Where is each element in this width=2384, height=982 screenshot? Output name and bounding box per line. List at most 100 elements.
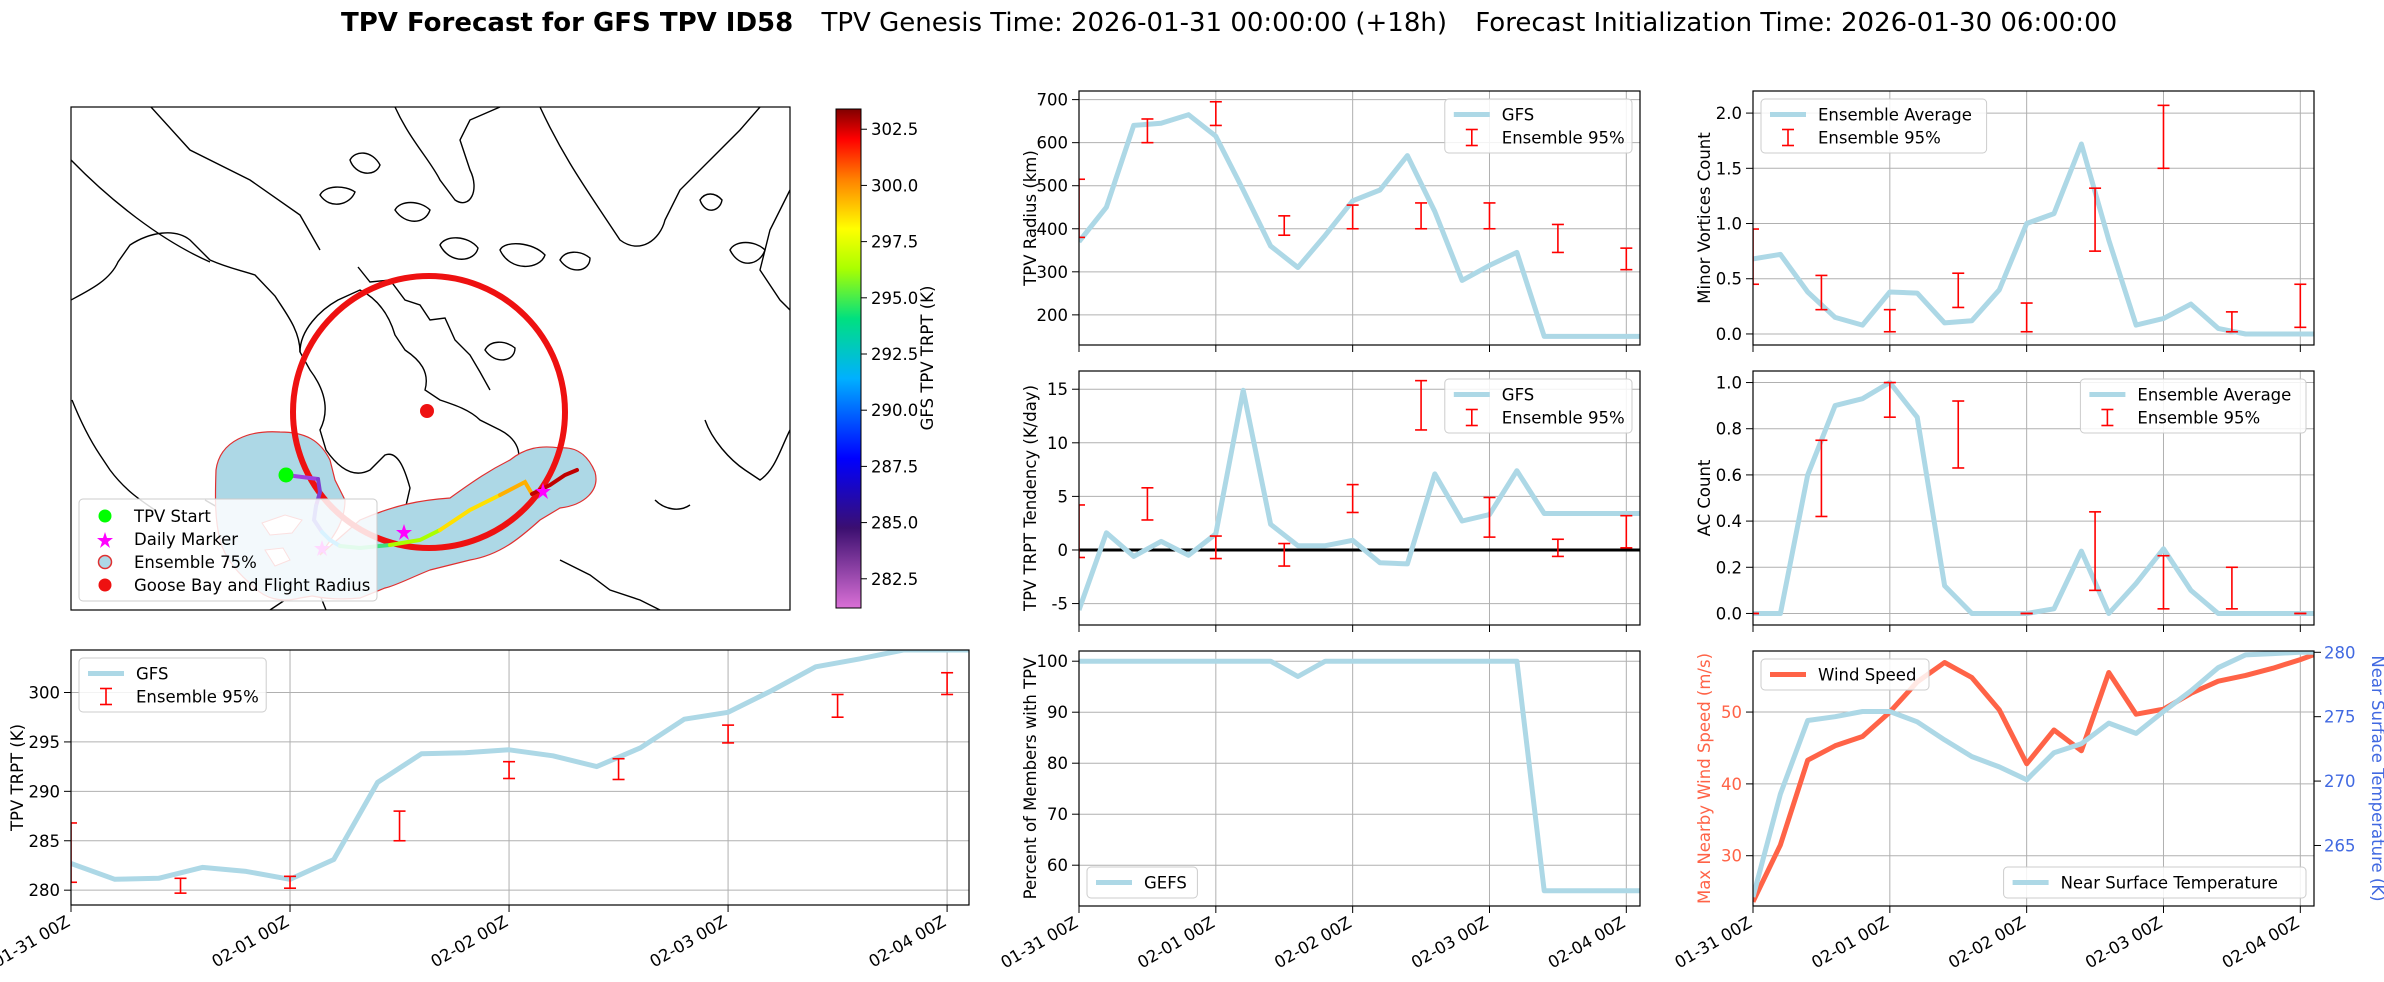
plot-content [1753,651,2314,903]
y-tick-label: 0.2 [1716,558,1742,577]
y-tick-label: 30 [1721,847,1742,866]
legend-frame [1444,378,1633,434]
y-tick-label: 295 [29,733,61,752]
y-axis-label: TPV TRPT Tendency (K/day) [1021,385,1040,612]
plot-content [1753,380,2314,616]
colorbar-tick-label: 282.5 [871,570,918,589]
x-tick-label: 02-03 00Z [2082,913,2166,972]
axes-frame [1752,650,2315,907]
y2-tick-label: 265 [2324,836,2356,855]
legend-label: GFS [1502,106,1534,125]
legend-label: Ensemble 95% [2137,409,2260,428]
plot-content [1079,100,1640,339]
daily-marker-1 [396,524,412,540]
y-axis-label: TPV Radius (km) [1021,150,1040,287]
map-frame [70,106,791,611]
colorbar-tick-label: 285.0 [871,514,918,533]
goose-bay-marker [420,404,434,418]
axes-frame [1078,90,1641,346]
axes-frame [1078,650,1641,907]
legend-label: Ensemble 95% [1502,129,1625,148]
panel-trpt: 01-31 00Z 02-01 00Z 02-02 00Z 02-03 00Z 02-0… [0,649,970,971]
legend-frame [1760,98,1988,154]
y-tick-label: 10 [1047,434,1068,453]
legend: GEFS [1086,866,1198,899]
y-tick-label: 200 [1037,306,1069,325]
y-tick-label: 100 [1037,652,1069,671]
panel-percent: 01-31 00Z 02-01 00Z 02-02 00Z 02-03 00Z 02-0… [997,650,1641,972]
legend-label: GEFS [1144,874,1187,893]
legend: GFS Ensemble 95% [78,657,267,713]
legend-tpv-start: TPV Start [133,507,211,526]
x-tick-label: 02-04 00Z [1545,913,1629,972]
legend-frame [1760,658,1930,691]
legend-label: Near Surface Temperature [2061,874,2278,893]
y2-tick-label: 270 [2324,772,2356,791]
legend-label: GFS [1502,386,1534,405]
plot-area [1753,651,2314,906]
legend-frame [2003,866,2307,899]
panel-radius: 200 300 400 500 600 700 TPV Radius (km) GFS Ense… [1021,90,1641,352]
colorbar-tick-label: 292.5 [871,345,918,364]
x-tick-label: 02-04 00Z [2219,913,2303,972]
legend-goose-bay-symbol [98,578,112,592]
y-tick-label: 1.0 [1716,215,1742,234]
y-axis-label: AC Count [1695,459,1714,536]
colorbar-tick-label: 295.0 [871,289,918,308]
figure-title: TPV Forecast for GFS TPV ID58 TPV Genesi… [341,8,2117,38]
y-tick-label: 500 [1037,177,1069,196]
legend-daily-marker-symbol [97,532,113,548]
y-tick-label: 1.5 [1716,159,1742,178]
legend-frame [1086,866,1198,899]
colorbar-gradient [835,108,862,609]
y-tick-label: 40 [1721,775,1742,794]
title-init: Forecast Initialization Time: 2026-01-30… [1475,8,2117,38]
x-tick-label: 01-31 00Z [0,912,73,971]
y-tick-label: 1.0 [1716,374,1742,393]
y-tick-label: 700 [1037,91,1069,110]
legend-label: Ensemble Average [1818,106,1972,125]
y-tick-label: 0.0 [1716,325,1742,344]
colorbar-tick-label: 297.5 [871,233,918,252]
y-tick-label: 300 [1037,263,1069,282]
map-panel: TPV Start Daily Marker Ensemble 75% Goos… [70,106,937,611]
legend-label: Ensemble 95% [1502,409,1625,428]
y-tick-label: 60 [1047,856,1068,875]
panel-ac: 0.0 0.2 0.4 0.6 0.8 1.0 AC Count Ensemble Avera… [1695,370,2315,632]
x-tick-label: 01-31 00Z [997,913,1081,972]
y-tick-label: 5 [1058,487,1069,506]
plot-content [71,650,969,894]
legend-daily-marker: Daily Marker [134,530,238,549]
y-axis-label: Percent of Members with TPV [1021,657,1040,899]
y2-tick-label: 275 [2324,708,2356,727]
plot-content [1753,104,2314,337]
y-tick-label: 80 [1047,754,1068,773]
series-line [1079,387,1640,611]
y-axis-label: TPV TRPT (K) [8,724,27,832]
y-tick-label: 0.6 [1716,466,1742,485]
y-tick-label: 290 [29,782,61,801]
legend-label: GFS [136,665,168,684]
plot-content [1079,658,1640,894]
series-line [1753,652,2314,903]
axes-frame [1078,370,1641,626]
x-tick-label: 01-31 00Z [1671,913,1755,972]
y-tick-label: 2.0 [1716,104,1742,123]
axes-frame [1752,90,2315,346]
flight-radius-circle [290,273,568,551]
y-tick-label: 0 [1058,541,1069,560]
legend-ensemble-75-symbol [97,554,113,570]
panel-wind: 01-31 00Z 02-01 00Z 02-02 00Z 02-03 00Z 02-0… [1671,643,2384,972]
legend: GFS Ensemble 95% [1444,378,1633,434]
y-tick-label: 70 [1047,805,1068,824]
axes-frame [1752,370,2315,626]
legend-tpv-start-symbol [98,509,112,523]
colorbar-label: GFS TPV TRPT (K) [918,286,937,431]
legend-label: Ensemble 95% [1818,129,1941,148]
map-legend: TPV Start Daily Marker Ensemble 75% Goos… [78,498,378,602]
x-tick-label: 02-02 00Z [1271,913,1355,972]
y-tick-label: 90 [1047,703,1068,722]
legend: Near Surface Temperature [2003,866,2307,899]
x-tick-label: 02-01 00Z [1134,913,1218,972]
